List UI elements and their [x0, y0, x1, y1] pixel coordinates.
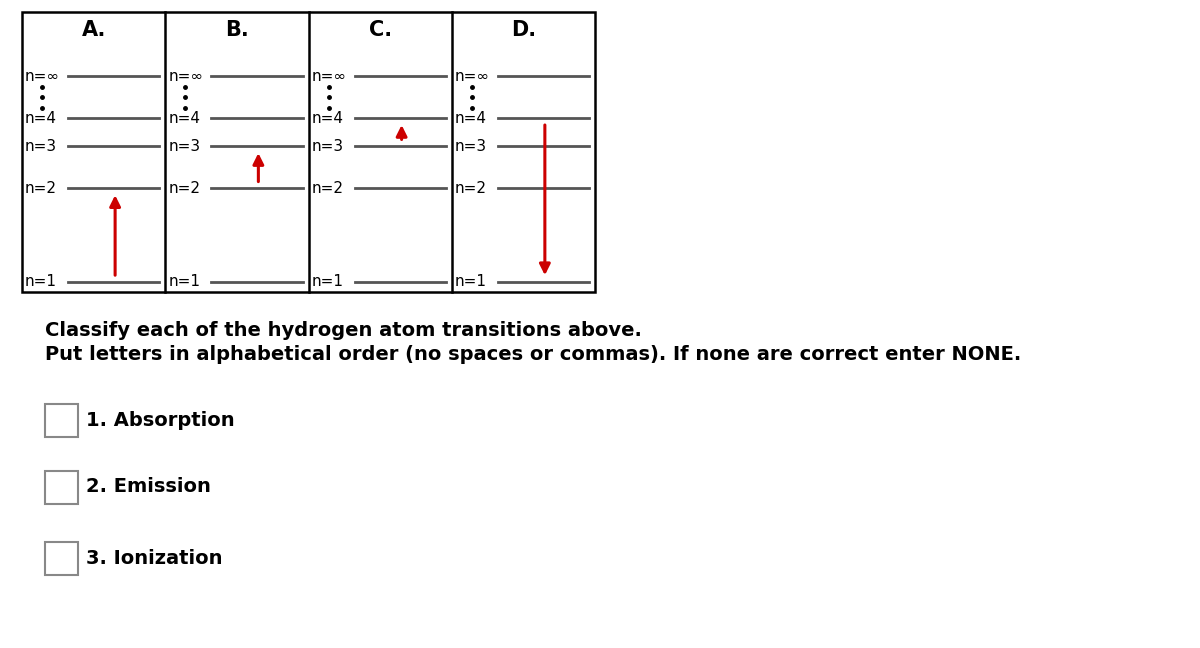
Text: n=∞: n=∞	[25, 69, 60, 84]
Text: Put letters in alphabetical order (no spaces or commas). If none are correct ent: Put letters in alphabetical order (no sp…	[46, 345, 1021, 364]
Text: n=4: n=4	[455, 111, 487, 126]
Bar	[46, 404, 78, 437]
Text: D.: D.	[511, 20, 536, 40]
Text: n=3: n=3	[455, 139, 487, 154]
Text: n=1: n=1	[455, 275, 487, 290]
Text: n=1: n=1	[312, 275, 343, 290]
Text: B.: B.	[226, 20, 248, 40]
Text: n=4: n=4	[312, 111, 343, 126]
Text: n=4: n=4	[168, 111, 200, 126]
Text: A.: A.	[82, 20, 106, 40]
Text: n=3: n=3	[312, 139, 343, 154]
Text: n=∞: n=∞	[312, 69, 347, 84]
Text: 3. Ionization: 3. Ionization	[86, 548, 222, 568]
Text: n=2: n=2	[312, 181, 343, 196]
Bar	[46, 542, 78, 575]
Text: n=3: n=3	[168, 139, 200, 154]
Text: n=∞: n=∞	[455, 69, 490, 84]
Bar	[22, 12, 595, 292]
Text: n=∞: n=∞	[168, 69, 203, 84]
Text: C.: C.	[368, 20, 391, 40]
Text: n=3: n=3	[25, 139, 58, 154]
Text: n=2: n=2	[455, 181, 487, 196]
Bar	[46, 470, 78, 503]
Text: Classify each of the hydrogen atom transitions above.: Classify each of the hydrogen atom trans…	[46, 321, 642, 340]
Text: n=4: n=4	[25, 111, 58, 126]
Text: n=2: n=2	[168, 181, 200, 196]
Text: n=1: n=1	[168, 275, 200, 290]
Text: 2. Emission: 2. Emission	[86, 478, 211, 496]
Text: n=2: n=2	[25, 181, 58, 196]
Text: n=1: n=1	[25, 275, 58, 290]
Text: 1. Absorption: 1. Absorption	[86, 410, 235, 430]
